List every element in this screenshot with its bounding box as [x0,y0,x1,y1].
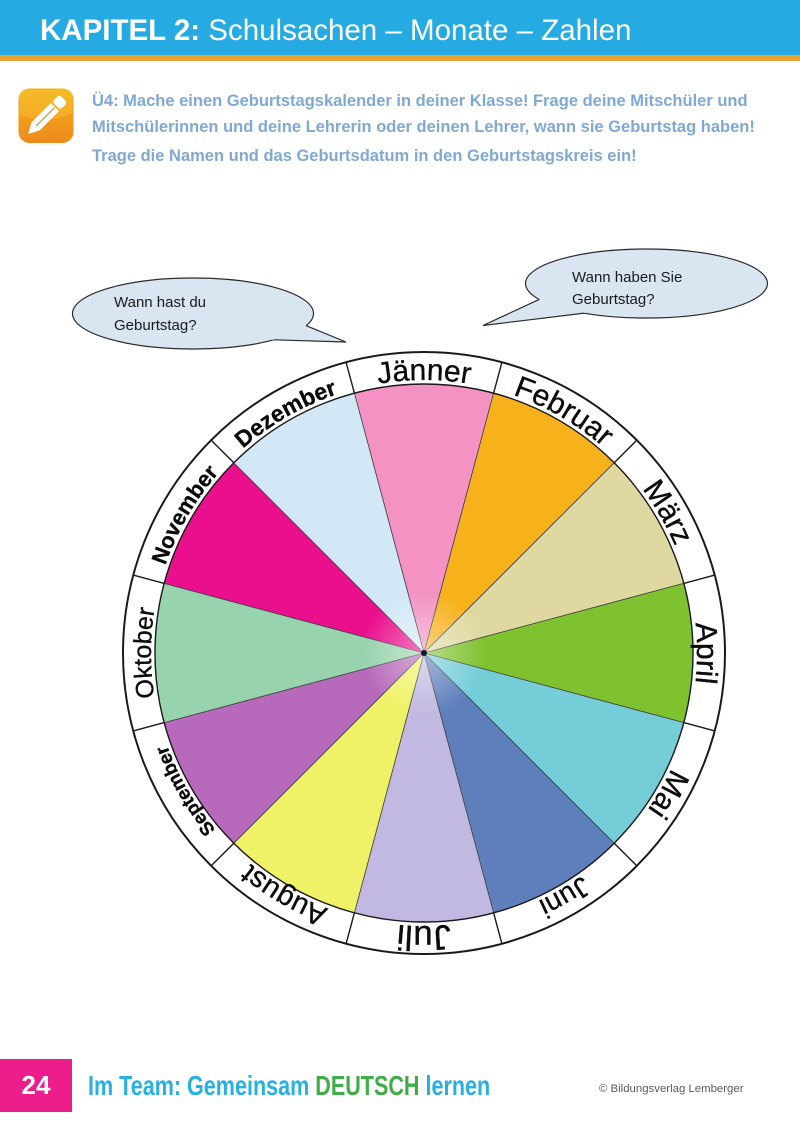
svg-text:Jänner: Jänner [375,354,474,391]
svg-text:Geburtstag?: Geburtstag? [572,291,655,308]
svg-text:Wann haben Sie: Wann haben Sie [572,269,682,286]
svg-text:Wann hast du: Wann hast du [114,294,206,311]
svg-text:April: April [688,621,723,685]
svg-text:Oktober: Oktober [129,605,161,700]
svg-text:Geburtstag?: Geburtstag? [114,317,197,334]
